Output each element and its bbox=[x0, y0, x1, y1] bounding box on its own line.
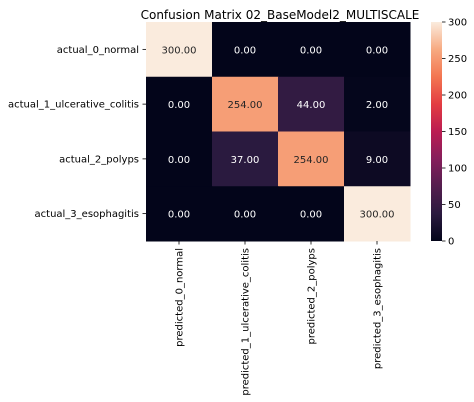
cell-value-label-r1-c3: 2.00 bbox=[366, 100, 388, 111]
heatmap-cell-r2-c0 bbox=[146, 131, 213, 187]
column-tick-label-3: predicted_3_esophagitis bbox=[373, 248, 384, 369]
colorbar-gradient bbox=[431, 22, 442, 241]
heatmap-cell-r0-c2 bbox=[278, 22, 345, 78]
cell-value-label-r0-c3: 0.00 bbox=[366, 45, 388, 56]
colorbar-tick-label-0: 0 bbox=[448, 237, 454, 248]
colorbar: 0 50 100 150 200 250 300 bbox=[431, 18, 467, 248]
cell-value-label-r3-c1: 0.00 bbox=[234, 210, 256, 221]
colorbar-tick-label-3: 150 bbox=[448, 127, 467, 138]
heatmap-cell-r0-c1 bbox=[212, 22, 279, 78]
heatmap-cell-r2-c3 bbox=[344, 131, 411, 187]
cell-value-label-r0-c2: 0.00 bbox=[300, 45, 322, 56]
heatmap-cells bbox=[146, 22, 411, 242]
heatmap-cell-labels: 300.00 0.00 0.00 0.00 0.00 254.00 44.00 2.00 0.0… bbox=[162, 45, 395, 220]
row-tick-label-1: actual_1_ulcerative_colitis bbox=[8, 100, 139, 111]
cell-value-label-r2-c2: 254.00 bbox=[294, 155, 329, 166]
heatmap-cell-r3-c0 bbox=[146, 186, 213, 242]
heatmap-cell-r1-c0 bbox=[146, 76, 213, 132]
heatmap-cell-r2-c2 bbox=[278, 131, 345, 187]
cell-value-label-r0-c0: 300.00 bbox=[162, 45, 197, 56]
cell-value-label-r0-c1: 0.00 bbox=[234, 45, 256, 56]
cell-value-label-r3-c0: 0.00 bbox=[168, 210, 190, 221]
cell-value-label-r2-c3: 9.00 bbox=[366, 155, 388, 166]
heatmap-cell-r1-c2 bbox=[278, 76, 345, 132]
cell-value-label-r3-c3: 300.00 bbox=[360, 210, 395, 221]
cell-value-label-r2-c1: 37.00 bbox=[231, 155, 260, 166]
heatmap-cell-r2-c1 bbox=[212, 131, 279, 187]
heatmap-cell-r3-c2 bbox=[278, 186, 345, 242]
colorbar-tick-label-2: 100 bbox=[448, 164, 467, 175]
colorbar-tick-label-4: 200 bbox=[448, 91, 467, 102]
heatmap-cell-r1-c3 bbox=[344, 76, 411, 132]
row-tick-label-3: actual_3_esophagitis bbox=[35, 209, 139, 220]
cell-value-label-r1-c2: 44.00 bbox=[297, 100, 326, 111]
column-tick-label-2: predicted_2_polyps bbox=[307, 248, 318, 345]
cell-value-label-r3-c2: 0.00 bbox=[300, 210, 322, 221]
heatmap-cell-r3-c3 bbox=[344, 186, 411, 242]
heatmap-cell-r1-c1 bbox=[212, 76, 279, 132]
cell-value-label-r2-c0: 0.00 bbox=[168, 155, 190, 166]
colorbar-tick-label-1: 50 bbox=[448, 200, 461, 211]
heatmap-cell-r3-c1 bbox=[212, 186, 279, 242]
heatmap-cell-r0-c3 bbox=[344, 22, 411, 78]
cell-value-label-r1-c1: 254.00 bbox=[228, 100, 263, 111]
colorbar-tick-label-6: 300 bbox=[448, 18, 467, 29]
cell-value-label-r1-c0: 0.00 bbox=[168, 100, 190, 111]
row-tick-label-2: actual_2_polyps bbox=[59, 154, 139, 165]
column-tick-label-1: predicted_1_ulcerative_colitis bbox=[241, 248, 252, 396]
column-tick-labels: predicted_0_normal predicted_1_ulcerative… bbox=[175, 241, 384, 396]
chart-title: Confusion Matrix 02_BaseModel2_MULTISCAL… bbox=[141, 8, 420, 22]
colorbar-tick-label-5: 250 bbox=[448, 54, 467, 65]
heatmap-cell-r0-c0 bbox=[146, 22, 213, 78]
column-tick-label-0: predicted_0_normal bbox=[175, 248, 186, 347]
row-tick-label-0: actual_0_normal bbox=[57, 45, 139, 56]
row-tick-labels: actual_0_normal actual_1_ulcerative_colit… bbox=[8, 45, 146, 220]
